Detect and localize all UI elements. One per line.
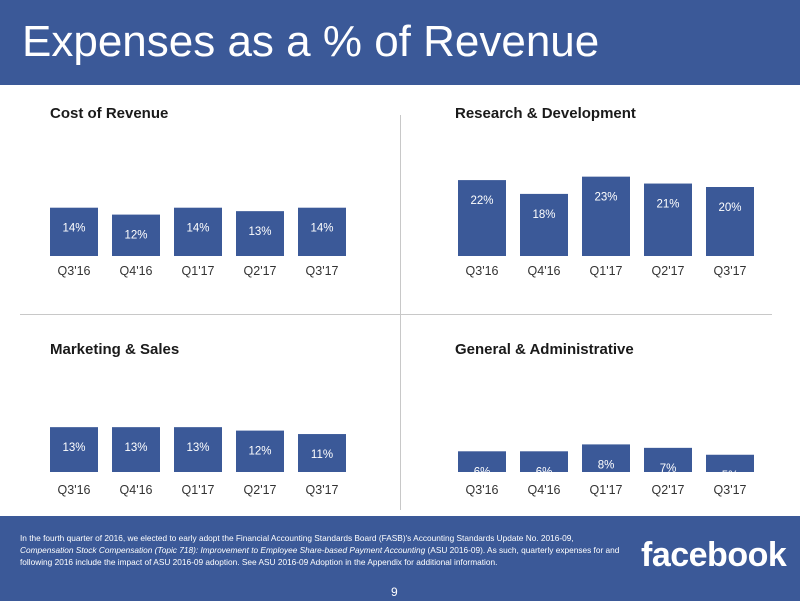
footer-banner: In the fourth quarter of 2016, we electe… — [0, 516, 800, 601]
data-label-research-development-1: 18% — [532, 209, 555, 221]
bar-marketing-sales-4 — [298, 434, 346, 472]
bar-general-administrative-3 — [644, 447, 692, 472]
tick-label-research-development-1: Q4'16 — [528, 264, 561, 278]
tick-label-cost-of-revenue-1: Q4'16 — [120, 264, 153, 278]
bar-research-development-1 — [520, 193, 568, 256]
tick-label-cost-of-revenue-4: Q3'17 — [306, 264, 339, 278]
chart-title-research-development: Research & Development — [455, 105, 636, 122]
tick-label-research-development-3: Q2'17 — [652, 264, 685, 278]
data-label-research-development-0: 22% — [470, 195, 493, 207]
vertical-divider — [400, 115, 401, 510]
data-label-marketing-sales-2: 13% — [186, 442, 209, 454]
bar-marketing-sales-1 — [112, 427, 160, 472]
tick-label-general-administrative-1: Q4'16 — [528, 483, 561, 497]
data-label-marketing-sales-3: 12% — [248, 446, 271, 458]
data-label-general-administrative-3: 7% — [660, 463, 677, 475]
horizontal-divider — [20, 314, 772, 315]
data-label-general-administrative-0: 6% — [474, 466, 491, 478]
page-number: 9 — [391, 585, 398, 599]
data-label-general-administrative-1: 6% — [536, 466, 553, 478]
bar-general-administrative-2 — [582, 444, 630, 472]
tick-label-marketing-sales-1: Q4'16 — [120, 483, 153, 497]
title-banner: Expenses as a % of Revenue — [0, 0, 800, 85]
data-label-research-development-3: 21% — [656, 199, 679, 211]
data-label-marketing-sales-1: 13% — [124, 442, 147, 454]
bar-research-development-2 — [582, 176, 630, 256]
data-label-cost-of-revenue-3: 13% — [248, 226, 271, 238]
data-label-marketing-sales-4: 11% — [311, 449, 333, 461]
bar-general-administrative-4 — [706, 454, 754, 472]
tick-label-general-administrative-3: Q2'17 — [652, 483, 685, 497]
tick-label-research-development-4: Q3'17 — [714, 264, 747, 278]
tick-label-marketing-sales-4: Q3'17 — [306, 483, 339, 497]
tick-label-general-administrative-4: Q3'17 — [714, 483, 747, 497]
data-label-cost-of-revenue-0: 14% — [62, 223, 85, 235]
page-title: Expenses as a % of Revenue — [22, 17, 600, 66]
tick-label-marketing-sales-3: Q2'17 — [244, 483, 277, 497]
bar-marketing-sales-2 — [174, 427, 222, 472]
bar-research-development-4 — [706, 187, 754, 256]
data-label-research-development-4: 20% — [718, 202, 741, 214]
bar-marketing-sales-0 — [50, 427, 98, 472]
tick-label-cost-of-revenue-3: Q2'17 — [244, 264, 277, 278]
bar-general-administrative-0 — [458, 451, 506, 472]
bar-marketing-sales-3 — [236, 430, 284, 472]
tick-label-general-administrative-2: Q1'17 — [590, 483, 623, 497]
data-label-cost-of-revenue-1: 12% — [124, 230, 147, 242]
bar-cost-of-revenue-0 — [50, 207, 98, 256]
chart-title-marketing-sales: Marketing & Sales — [50, 341, 180, 358]
tick-label-marketing-sales-2: Q1'17 — [182, 483, 215, 497]
bar-research-development-0 — [458, 180, 506, 256]
chart-title-cost-of-revenue: Cost of Revenue — [50, 105, 169, 122]
data-label-research-development-2: 23% — [594, 192, 617, 204]
data-label-cost-of-revenue-2: 14% — [186, 223, 209, 235]
footnote-text-end: (ASU 2016-09). As such, quarterly expens… — [20, 545, 620, 567]
data-label-marketing-sales-0: 13% — [62, 442, 85, 454]
data-label-general-administrative-4: 5% — [722, 470, 739, 482]
footnote-italic: Compensation Stock Compensation (Topic 7… — [20, 545, 426, 555]
footnote-text: In the fourth quarter of 2016, we electe… — [20, 533, 574, 543]
tick-label-general-administrative-0: Q3'16 — [466, 483, 499, 497]
bar-cost-of-revenue-2 — [174, 207, 222, 256]
tick-label-marketing-sales-0: Q3'16 — [58, 483, 91, 497]
bar-cost-of-revenue-1 — [112, 214, 160, 256]
tick-label-cost-of-revenue-0: Q3'16 — [58, 264, 91, 278]
facebook-logo: facebook — [641, 536, 787, 574]
tick-label-research-development-0: Q3'16 — [466, 264, 499, 278]
tick-label-research-development-2: Q1'17 — [590, 264, 623, 278]
bar-cost-of-revenue-4 — [298, 207, 346, 256]
bar-cost-of-revenue-3 — [236, 211, 284, 256]
data-label-cost-of-revenue-4: 14% — [310, 223, 333, 235]
chart-title-general-administrative: General & Administrative — [455, 341, 634, 358]
footnote: In the fourth quarter of 2016, we electe… — [20, 532, 620, 568]
bar-general-administrative-1 — [520, 451, 568, 472]
data-label-general-administrative-2: 8% — [598, 459, 615, 471]
bar-research-development-3 — [644, 183, 692, 256]
tick-label-cost-of-revenue-2: Q1'17 — [182, 264, 215, 278]
